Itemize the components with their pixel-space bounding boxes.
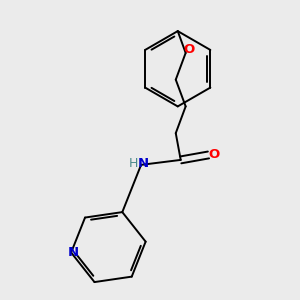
Text: N: N (137, 158, 148, 170)
Text: O: O (209, 148, 220, 161)
Text: H: H (128, 158, 138, 170)
Text: N: N (68, 246, 79, 259)
Text: O: O (183, 44, 194, 56)
